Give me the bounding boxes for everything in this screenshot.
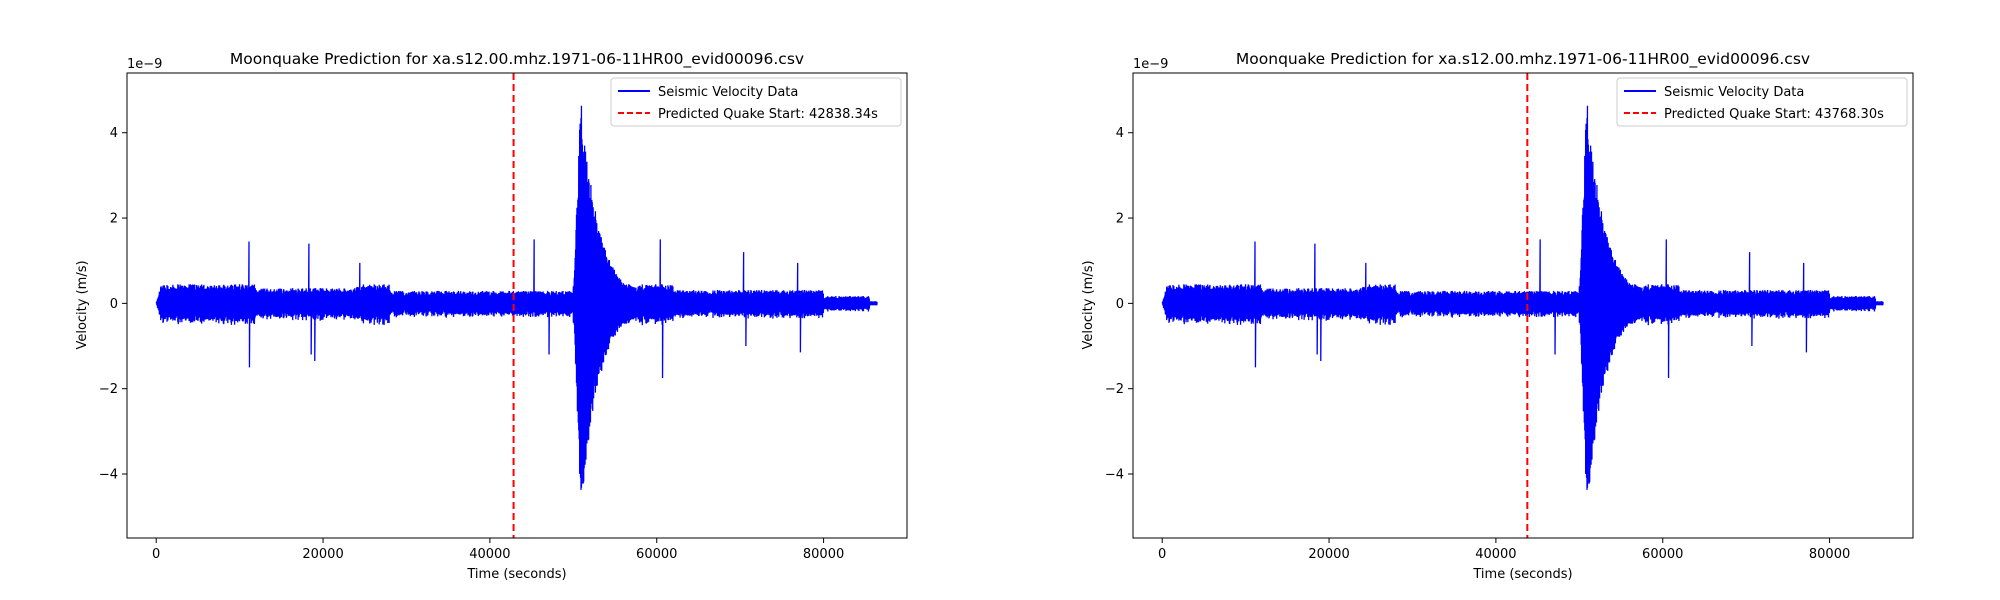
y-tick-label: 2 <box>1116 212 1124 227</box>
y-tick-label: −2 <box>1105 382 1124 397</box>
y-offset-label: 1e−9 <box>127 57 162 72</box>
legend-label-seismic: Seismic Velocity Data <box>1664 85 1804 100</box>
y-tick-label: −2 <box>99 382 118 397</box>
plot-area <box>155 73 878 538</box>
axes-frame <box>1132 72 1914 539</box>
chart-title: Moonquake Prediction for xa.s12.00.mhz.1… <box>1236 50 1810 69</box>
x-tick-label: 40000 <box>1475 547 1516 562</box>
x-tick-label: 60000 <box>636 547 677 562</box>
x-tick-label: 20000 <box>302 547 343 562</box>
chart-panel-1: Moonquake Prediction for xa.s12.00.mhz.1… <box>75 50 908 582</box>
chart-title: Moonquake Prediction for xa.s12.00.mhz.1… <box>230 50 804 69</box>
legend-label-seismic: Seismic Velocity Data <box>658 85 798 100</box>
y-tick-label: 4 <box>1116 126 1124 141</box>
axis-ticks: 0 20000 40000 60000 80000 −4 −2 0 2 4 <box>1105 126 1850 562</box>
legend: Seismic Velocity Data Predicted Quake St… <box>610 77 902 127</box>
legend-label-prediction: Predicted Quake Start: 43768.30s <box>1664 107 1884 122</box>
y-tick-label: 0 <box>1116 297 1124 312</box>
x-tick-label: 60000 <box>1642 547 1683 562</box>
seismic-velocity-line <box>155 105 878 490</box>
x-axis-label: Time (seconds) <box>1472 567 1572 582</box>
y-axis-label: Velocity (m/s) <box>75 260 90 349</box>
y-tick-label: −4 <box>1105 468 1124 483</box>
legend-label-prediction: Predicted Quake Start: 42838.34s <box>658 107 878 122</box>
chart-panel-2: Moonquake Prediction for xa.s12.00.mhz.1… <box>1081 50 1914 582</box>
x-axis-label: Time (seconds) <box>466 567 566 582</box>
x-tick-label: 80000 <box>803 547 844 562</box>
y-tick-label: 0 <box>110 297 118 312</box>
legend-box <box>610 77 902 127</box>
x-tick-label: 80000 <box>1809 547 1850 562</box>
x-tick-label: 40000 <box>469 547 510 562</box>
legend: Seismic Velocity Data Predicted Quake St… <box>1616 77 1908 127</box>
y-tick-label: 2 <box>110 212 118 227</box>
y-tick-label: 4 <box>110 126 118 141</box>
legend-box <box>1616 77 1908 127</box>
y-tick-label: −4 <box>99 468 118 483</box>
x-tick-label: 20000 <box>1308 547 1349 562</box>
axes-frame <box>126 72 908 539</box>
plot-area <box>1161 73 1884 538</box>
axis-ticks: 0 20000 40000 60000 80000 −4 −2 0 2 4 <box>99 126 844 562</box>
x-tick-label: 0 <box>1158 547 1166 562</box>
seismic-velocity-line <box>1161 105 1884 490</box>
x-tick-label: 0 <box>152 547 160 562</box>
y-axis-label: Velocity (m/s) <box>1081 260 1096 349</box>
y-offset-label: 1e−9 <box>1133 57 1168 72</box>
